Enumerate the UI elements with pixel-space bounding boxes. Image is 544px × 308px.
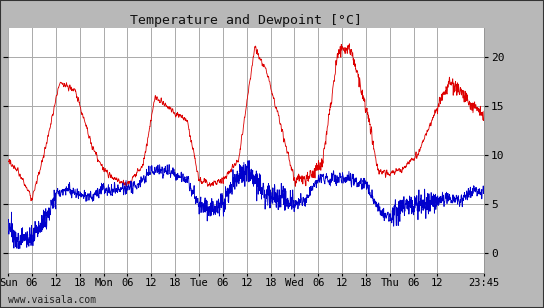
Text: www.vaisala.com: www.vaisala.com <box>8 295 96 305</box>
Title: Temperature and Dewpoint [°C]: Temperature and Dewpoint [°C] <box>130 14 362 26</box>
